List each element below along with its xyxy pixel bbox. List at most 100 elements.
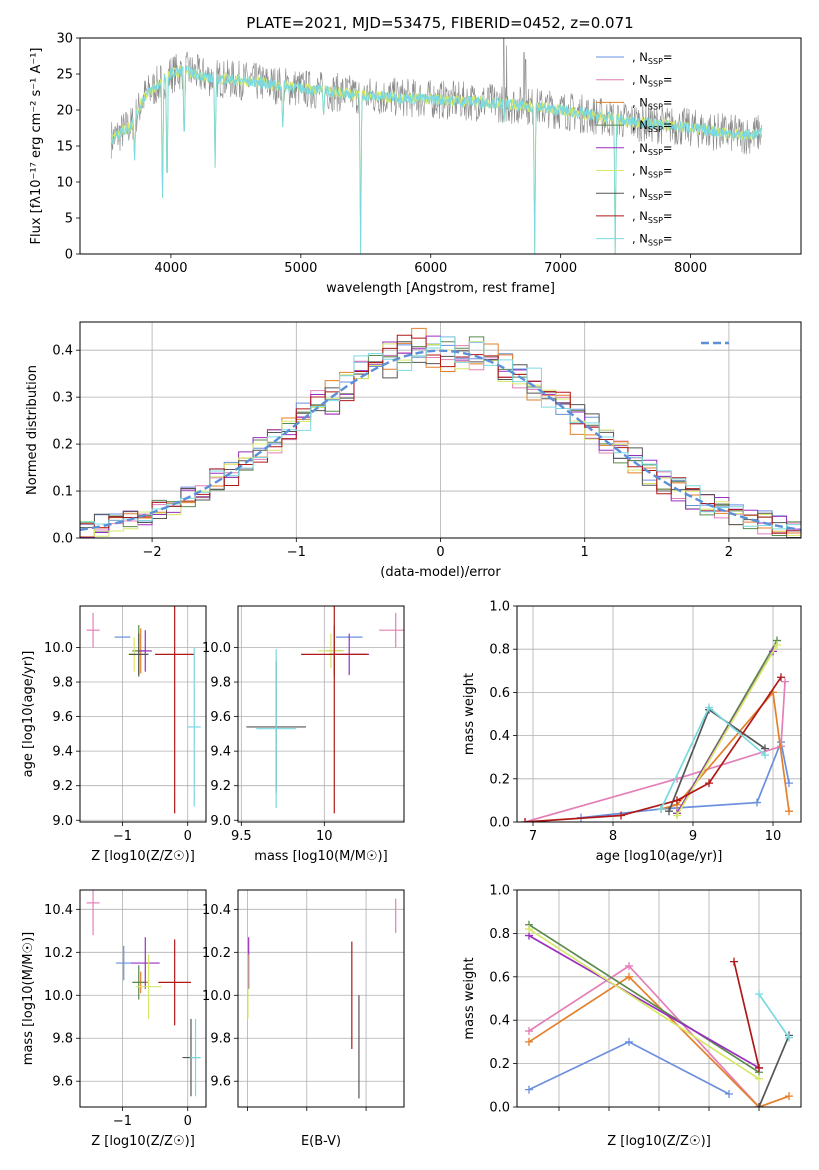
x-tick-label: −1 <box>287 545 306 560</box>
model-spectrum-line <box>110 65 763 254</box>
x-tick-label: 10 <box>765 829 782 844</box>
y-tick-label: 0.4 <box>52 344 73 359</box>
x-tick-label: 6000 <box>414 261 447 276</box>
histogram-steps <box>80 334 801 534</box>
plus-marker <box>773 640 781 649</box>
legend-n-sub: SSP <box>648 80 663 89</box>
x-tick-label: 8000 <box>674 261 707 276</box>
y-tick-label: 10 <box>56 176 73 191</box>
y-tick-label: 0.4 <box>489 729 510 744</box>
plus-marker <box>785 1092 793 1101</box>
y-axis-label: age [log10(age/yr)] <box>21 651 36 778</box>
legend-n-prefix: , N <box>632 141 648 155</box>
y-tick-label: 9.4 <box>210 745 231 760</box>
plus-marker <box>525 1037 533 1046</box>
x-axis-label: Z [log10(Z/Z☉)] <box>91 1134 195 1149</box>
y-tick-label: 10.2 <box>202 946 231 961</box>
x-tick-label: 7000 <box>544 261 577 276</box>
histogram-steps <box>80 335 801 538</box>
legend-n-prefix: , N <box>632 95 648 109</box>
legend-n-prefix: , N <box>632 232 648 246</box>
y-tick-label: 20 <box>56 104 73 119</box>
legend-n-sub: SSP <box>648 193 663 202</box>
legend-n-prefix: , N <box>632 209 648 223</box>
legend-n-prefix: , N <box>632 186 648 200</box>
y-tick-label: 9.0 <box>52 814 73 829</box>
x-tick-label: −2 <box>143 545 162 560</box>
legend-n-prefix: , N <box>632 50 648 64</box>
y-tick-label: 0.2 <box>489 1057 510 1072</box>
plus-marker <box>665 807 673 816</box>
y-tick-label: 0.0 <box>489 816 510 831</box>
y-tick-label: 10.0 <box>202 641 231 656</box>
plot-area <box>86 890 201 1097</box>
data-spectrum-line <box>110 38 763 254</box>
legend-label: , NSSP= <box>632 118 673 134</box>
y-tick-label: 0.4 <box>489 1014 510 1029</box>
y-tick-label: 0.8 <box>489 927 510 942</box>
legend-label: , NSSP= <box>632 186 673 202</box>
y-axis-label: mass weight <box>462 673 477 755</box>
plus-marker <box>625 972 633 981</box>
plus-marker <box>785 779 793 788</box>
y-tick-label: 9.6 <box>52 710 73 725</box>
y-tick-label: 9.2 <box>52 779 73 794</box>
y-tick-label: 9.6 <box>52 1075 73 1090</box>
y-tick-label: 1.0 <box>489 600 510 615</box>
y-tick-label: 9.6 <box>210 1075 231 1090</box>
plus-marker <box>525 1027 533 1036</box>
series-line <box>528 934 760 1069</box>
axes-frame <box>237 889 405 1108</box>
x-tick-label: −1 <box>113 829 132 844</box>
legend-n-sub: SSP <box>648 216 663 225</box>
series-line <box>733 961 760 1069</box>
x-tick-label: 9.5 <box>231 829 252 844</box>
x-tick-label: 10 <box>316 829 333 844</box>
panel-mass-vs-EBV: 9.6 9.8 10.0 10.2 10.4 E(B-V) <box>202 889 405 1149</box>
y-tick-label: 9.8 <box>52 1032 73 1047</box>
plot-area <box>525 920 793 1107</box>
panel-weight-vs-age: 7 8 9 10 0.0 0.2 0.4 0.6 0.8 1.0 age [log10(age/yr… <box>462 600 802 864</box>
x-tick-label: 9 <box>689 829 697 844</box>
x-axis-label: mass [log10(M/M☉)] <box>254 849 387 864</box>
legend-n-sub: SSP <box>648 171 663 180</box>
x-axis-label: E(B-V) <box>301 1134 341 1149</box>
x-axis-label: (data-model)/error <box>380 565 501 580</box>
legend-label: , NSSP= <box>632 164 673 180</box>
y-tick-label: 0.6 <box>489 970 510 985</box>
y-tick-label: 0.2 <box>489 772 510 787</box>
legend-n-eq: = <box>663 232 673 246</box>
plus-marker <box>525 925 533 934</box>
axes-frame <box>79 37 802 255</box>
legend-n-eq: = <box>663 50 673 64</box>
y-tick-label: 9.4 <box>52 745 73 760</box>
plus-marker <box>781 677 789 686</box>
legend-n-prefix: , N <box>632 73 648 87</box>
x-tick-label: 0 <box>184 1114 192 1129</box>
x-axis-label: Z [log10(Z/Z☉)] <box>607 1134 711 1149</box>
x-tick-label: 1 <box>581 545 589 560</box>
legend-n-eq: = <box>663 141 673 155</box>
axes-frame <box>79 605 207 823</box>
x-tick-label: 8 <box>609 829 617 844</box>
plot-area <box>86 606 201 814</box>
y-tick-label: 9.8 <box>210 676 231 691</box>
normal-curve <box>80 349 801 531</box>
y-tick-label: 10.0 <box>202 989 231 1004</box>
plus-marker <box>725 1089 733 1098</box>
y-tick-label: 9.8 <box>52 676 73 691</box>
y-tick-label: 10.2 <box>44 946 73 961</box>
plus-marker <box>705 703 713 712</box>
x-tick-label: 7 <box>529 829 537 844</box>
y-tick-label: 10.4 <box>44 903 73 918</box>
histogram-steps <box>80 327 801 538</box>
plot-area <box>246 606 404 814</box>
histogram-steps <box>80 336 801 530</box>
y-tick-label: 0.6 <box>489 686 510 701</box>
y-tick-label: 9.0 <box>210 814 231 829</box>
y-tick-label: 0.0 <box>489 1101 510 1116</box>
legend-label: , NSSP= <box>632 141 673 157</box>
plus-marker <box>777 673 785 682</box>
series-line <box>660 690 790 812</box>
